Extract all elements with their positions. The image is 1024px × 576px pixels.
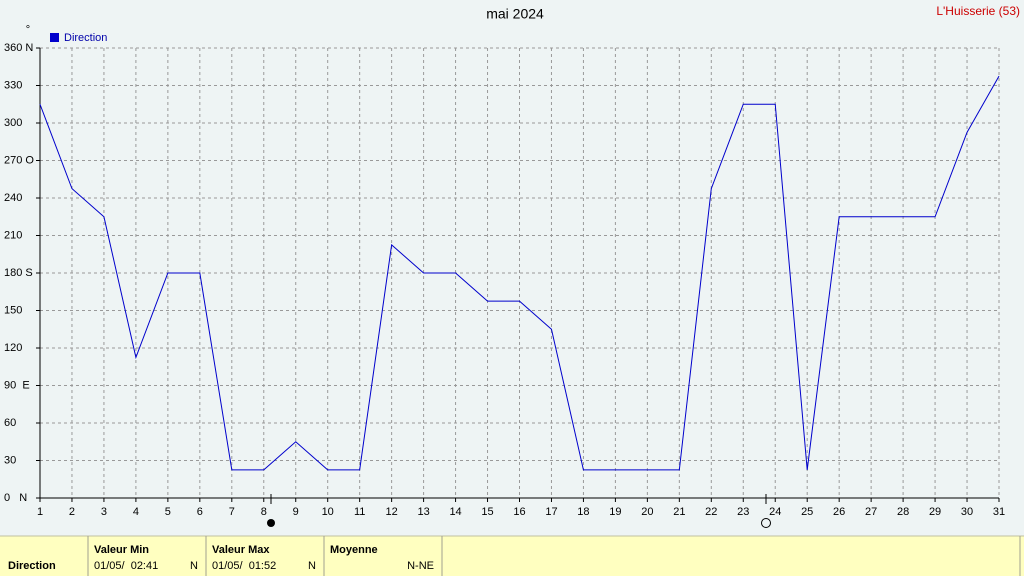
data-line — [39, 75, 1000, 471]
x-tick-label: 26 — [833, 506, 845, 518]
x-tick-label: 19 — [609, 506, 621, 518]
x-tick-label: 2 — [69, 506, 75, 518]
y-tick-label: 90 E — [4, 379, 30, 391]
y-tick-label: 210 — [4, 229, 22, 241]
x-tick-label: 18 — [577, 506, 589, 518]
x-tick-label: 25 — [801, 506, 813, 518]
x-tick-label: 10 — [322, 506, 334, 518]
y-tick-label: 360 N — [4, 42, 33, 54]
x-tick-label: 22 — [705, 506, 717, 518]
x-tick-label: 1 — [37, 506, 43, 518]
mean-title: Moyenne — [330, 544, 378, 556]
x-tick-label: 6 — [197, 506, 203, 518]
y-tick-label: 270 O — [4, 154, 34, 166]
x-tick-label: 27 — [865, 506, 877, 518]
max-value: N — [308, 560, 316, 572]
x-tick-label: 17 — [545, 506, 557, 518]
min-date: 01/05/ 02:41 — [94, 560, 158, 572]
x-tick-label: 5 — [165, 506, 171, 518]
mean-value: N-NE — [407, 560, 434, 572]
legend-swatch — [50, 33, 59, 42]
moon-full — [267, 519, 275, 527]
y-tick-label: 330 — [4, 79, 22, 91]
station: L'Huisserie (53) — [936, 4, 1020, 18]
legend-label: Direction — [64, 32, 107, 44]
x-tick-label: 3 — [101, 506, 107, 518]
x-tick-label: 21 — [673, 506, 685, 518]
x-tick-label: 24 — [769, 506, 781, 518]
x-tick-label: 23 — [737, 506, 749, 518]
x-tick-label: 4 — [133, 506, 139, 518]
x-tick-label: 14 — [449, 506, 461, 518]
x-tick-label: 15 — [481, 506, 493, 518]
x-tick-label: 31 — [993, 506, 1005, 518]
y-tick-label: 150 — [4, 304, 22, 316]
y-tick-label: 60 — [4, 417, 16, 429]
x-tick-label: 9 — [293, 506, 299, 518]
x-tick-label: 16 — [513, 506, 525, 518]
y-tick-label: 120 — [4, 342, 22, 354]
y-tick-label: 0 N — [4, 492, 27, 504]
x-tick-label: 20 — [641, 506, 653, 518]
y-tick-label: 300 — [4, 117, 22, 129]
x-tick-label: 29 — [929, 506, 941, 518]
x-tick-label: 11 — [354, 506, 365, 518]
max-title: Valeur Max — [212, 544, 270, 556]
y-unit: ° — [26, 24, 30, 36]
summary-panel: Direction Valeur Min 01/05/ 02:41 N Vale… — [0, 535, 1024, 576]
y-tick-label: 180 S — [4, 267, 33, 279]
x-tick-label: 7 — [229, 506, 235, 518]
x-tick-label: 8 — [261, 506, 267, 518]
moon-new — [761, 518, 771, 528]
x-tick-label: 13 — [417, 506, 429, 518]
row-label: Direction — [8, 560, 56, 572]
min-value: N — [190, 560, 198, 572]
max-date: 01/05/ 01:52 — [212, 560, 276, 572]
x-tick-label: 30 — [961, 506, 973, 518]
x-tick-label: 28 — [897, 506, 909, 518]
y-tick-label: 30 — [4, 454, 16, 466]
x-tick-label: 12 — [386, 506, 398, 518]
chart-title: mai 2024 — [486, 6, 544, 22]
panel-bg — [0, 536, 1024, 576]
y-tick-label: 240 — [4, 192, 22, 204]
min-title: Valeur Min — [94, 544, 149, 556]
